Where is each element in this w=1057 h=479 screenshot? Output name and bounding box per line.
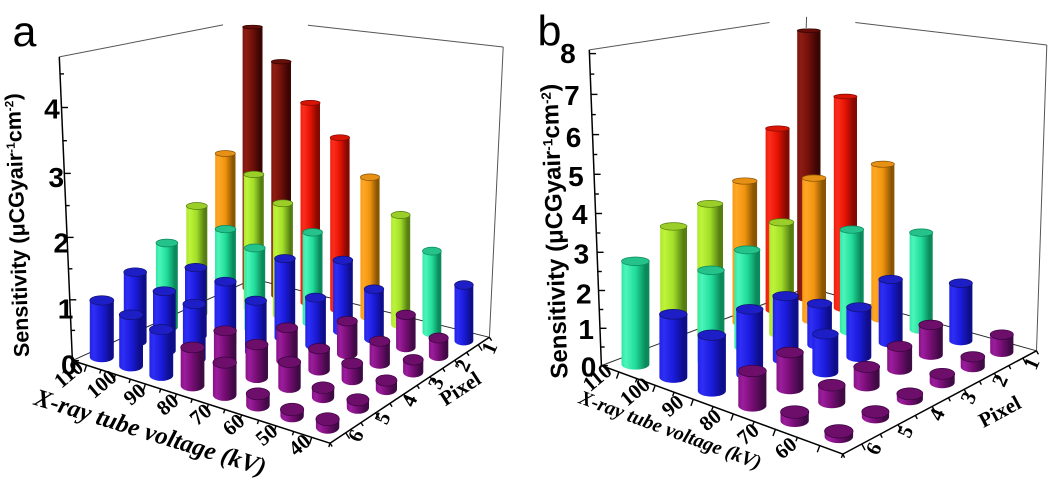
svg-text:6: 6 xyxy=(566,122,582,153)
svg-text:b: b xyxy=(538,8,562,56)
svg-text:0: 0 xyxy=(581,351,597,382)
svg-text:3: 3 xyxy=(574,239,590,270)
svg-text:4: 4 xyxy=(572,199,588,230)
svg-text:5: 5 xyxy=(568,161,584,192)
svg-text:4: 4 xyxy=(44,93,60,124)
svg-text:0: 0 xyxy=(61,350,77,381)
svg-text:8: 8 xyxy=(560,38,576,69)
svg-text:1: 1 xyxy=(578,314,594,345)
svg-text:a: a xyxy=(13,8,37,56)
svg-text:7: 7 xyxy=(564,80,580,111)
svg-text:1: 1 xyxy=(58,293,74,324)
svg-text:3: 3 xyxy=(49,162,65,193)
svg-text:2: 2 xyxy=(576,278,592,309)
svg-text:2: 2 xyxy=(54,228,70,259)
